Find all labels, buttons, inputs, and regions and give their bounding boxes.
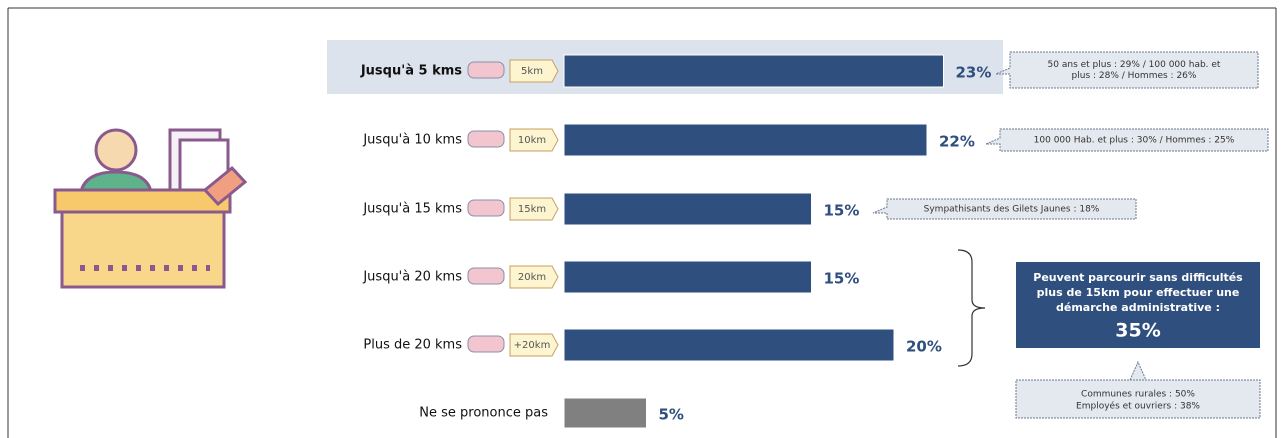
distance-tag-label: 20km xyxy=(518,272,546,283)
value-label: 22% xyxy=(939,133,975,151)
distance-tag-label: 10km xyxy=(518,135,546,146)
summary-note: Employés et ouvriers : 38% xyxy=(1076,401,1200,412)
callout-box xyxy=(872,198,1137,220)
bar xyxy=(563,397,647,429)
distance-tag-label: +20km xyxy=(514,340,551,351)
callout-text: plus : 28% / Hommes : 26% xyxy=(1072,71,1197,81)
bar xyxy=(563,260,812,294)
summary-text: Peuvent parcourir sans difficultés xyxy=(1033,271,1243,284)
category-label: Jusqu'à 5 kms xyxy=(360,64,462,79)
bar xyxy=(563,54,944,88)
transport-icon xyxy=(467,335,505,353)
distance-tag xyxy=(509,128,559,152)
desk-icon xyxy=(53,128,248,289)
distance-tag-label: 5km xyxy=(521,66,543,77)
transport-icon xyxy=(467,267,505,285)
distance-tag xyxy=(509,59,559,83)
summary-note-box xyxy=(1015,360,1261,419)
transport-icon xyxy=(467,199,505,217)
bar xyxy=(563,123,928,157)
frame xyxy=(7,7,1277,438)
value-label: 23% xyxy=(956,64,992,82)
category-label: Ne se prononce pas xyxy=(419,406,548,421)
callout-box xyxy=(985,128,1269,152)
summary-text: plus de 15km pour effectuer une xyxy=(1037,286,1240,299)
value-label: 15% xyxy=(824,202,860,220)
distance-tag xyxy=(509,197,559,221)
value-label: 5% xyxy=(659,406,684,424)
summary-note: Communes rurales : 50% xyxy=(1081,390,1195,400)
category-label: Plus de 20 kms xyxy=(363,338,462,353)
brace xyxy=(957,249,986,367)
distance-tag xyxy=(509,265,559,289)
callout-box xyxy=(995,51,1259,89)
distance-tag xyxy=(509,333,559,357)
summary-text: démarche administrative : xyxy=(1056,301,1220,314)
value-label: 15% xyxy=(824,270,860,288)
bar xyxy=(563,192,812,226)
value-label: 20% xyxy=(906,338,942,356)
category-label: Jusqu'à 20 kms xyxy=(362,270,462,285)
callout-text: 100 000 Hab. et plus : 30% / Hommes : 25… xyxy=(1034,136,1235,146)
bar xyxy=(563,328,895,362)
summary-value: 35% xyxy=(1115,320,1160,342)
distance-tag-label: 15km xyxy=(518,204,546,215)
transport-icon xyxy=(467,61,505,79)
transport-icon xyxy=(467,130,505,148)
category-label: Jusqu'à 15 kms xyxy=(362,202,462,217)
callout-text: 50 ans et plus : 29% / 100 000 hab. et xyxy=(1048,60,1221,70)
callout-text: Sympathisants des Gilets Jaunes : 18% xyxy=(924,205,1100,215)
category-label: Jusqu'à 10 kms xyxy=(362,133,462,148)
summary-box xyxy=(1016,262,1260,348)
